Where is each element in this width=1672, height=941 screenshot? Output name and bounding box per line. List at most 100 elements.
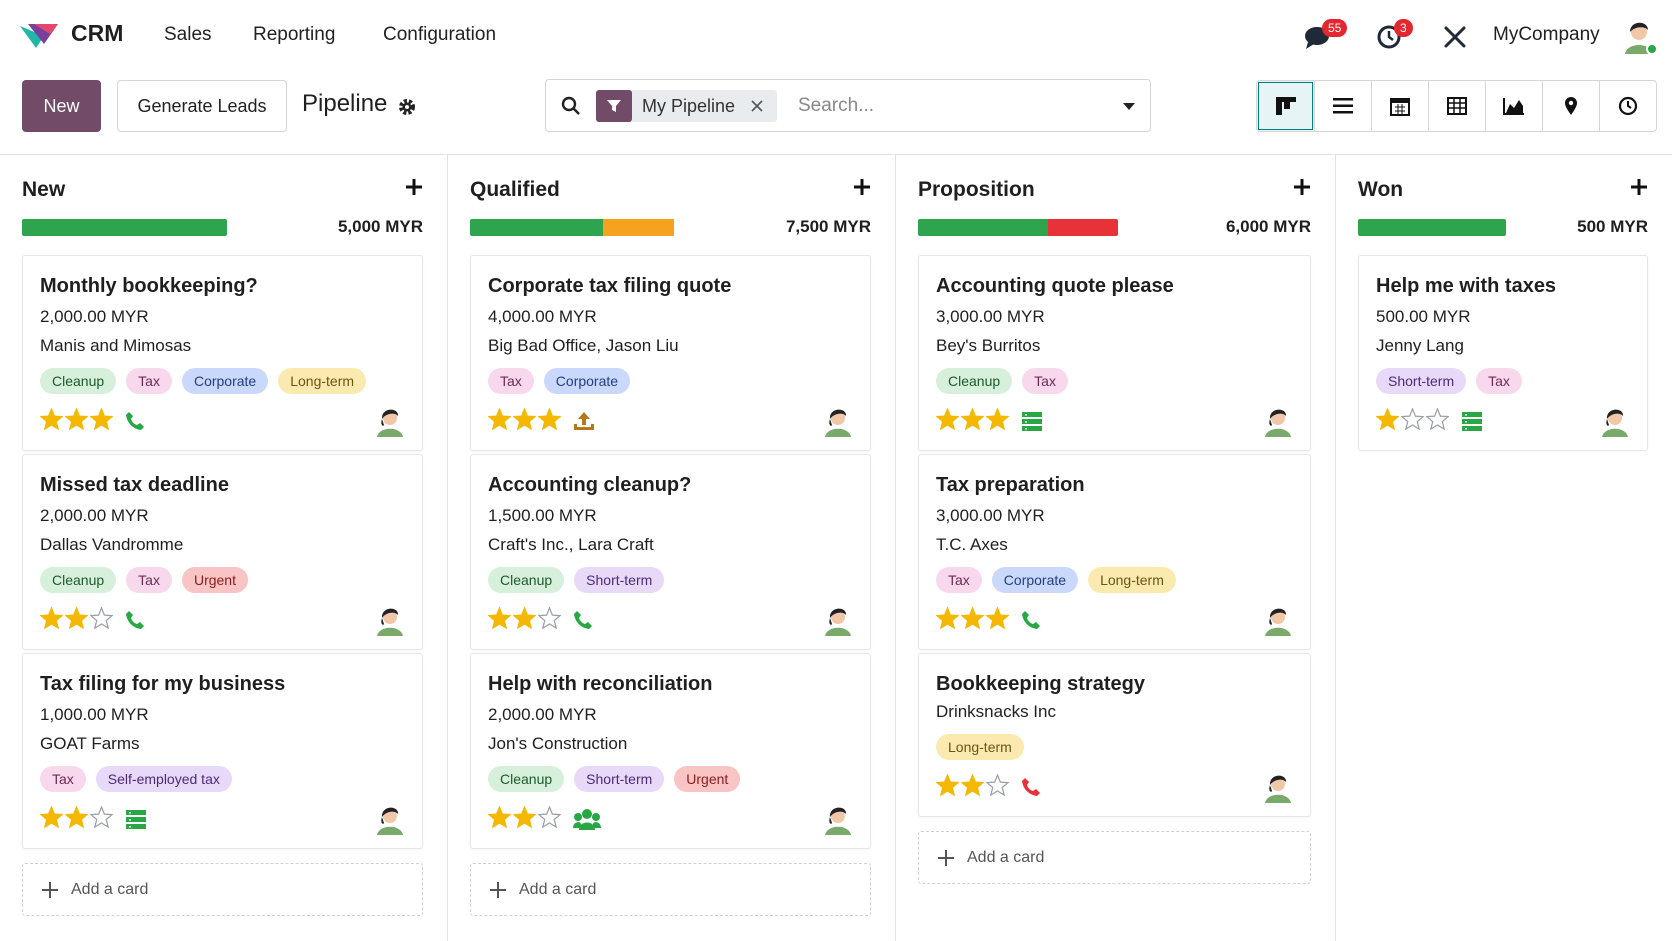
star[interactable]: [985, 772, 1010, 801]
activity-icon[interactable]: [573, 411, 595, 431]
star[interactable]: [64, 406, 89, 435]
menu-item[interactable]: Configuration: [383, 24, 497, 45]
priority-stars[interactable]: [39, 605, 114, 634]
kanban-card[interactable]: Monthly bookkeeping? 2,000.00 MYR Manis an…: [22, 255, 423, 451]
star[interactable]: [985, 605, 1010, 634]
progress-segment[interactable]: [22, 218, 227, 236]
tools-icon[interactable]: [1443, 25, 1467, 49]
app-name[interactable]: CRM: [71, 20, 124, 46]
star[interactable]: [1400, 406, 1425, 435]
star[interactable]: [537, 605, 562, 634]
priority-stars[interactable]: [487, 605, 562, 634]
progress-segment[interactable]: [1358, 218, 1506, 236]
menu-item[interactable]: Reporting: [253, 24, 336, 45]
quick-create[interactable]: [1293, 178, 1311, 202]
company-switcher[interactable]: MyCompany: [1493, 24, 1600, 45]
map-view[interactable]: [1542, 81, 1599, 131]
priority-stars[interactable]: [935, 605, 1010, 634]
activity-icon[interactable]: [125, 610, 145, 630]
priority-stars[interactable]: [1375, 406, 1450, 435]
list-view[interactable]: [1314, 81, 1371, 131]
filter-facet[interactable]: My Pipeline: [596, 90, 778, 122]
generate-leads-button[interactable]: Generate Leads: [117, 80, 287, 132]
activity-icon[interactable]: [1021, 777, 1041, 797]
star[interactable]: [935, 772, 960, 801]
kanban-view[interactable]: [1257, 81, 1314, 131]
kanban-card[interactable]: Accounting cleanup? 1,500.00 MYR Craft's I…: [470, 454, 871, 650]
progress-segment[interactable]: [918, 218, 1049, 236]
progress-bar[interactable]: [22, 218, 227, 236]
star[interactable]: [89, 605, 114, 634]
activity-icon[interactable]: [573, 610, 593, 630]
remove-filter[interactable]: [751, 100, 763, 112]
calendar-view[interactable]: [1371, 81, 1428, 131]
progress-segment[interactable]: [470, 218, 603, 236]
add-card[interactable]: Add a card: [470, 863, 871, 916]
star[interactable]: [537, 804, 562, 833]
activity-view[interactable]: [1599, 81, 1656, 131]
kanban-card[interactable]: Bookkeeping strategy Drinksnacks Inc Long-…: [918, 653, 1311, 817]
star[interactable]: [512, 804, 537, 833]
kanban-card[interactable]: Help with reconciliation 2,000.00 MYR Jon'…: [470, 653, 871, 849]
star[interactable]: [960, 772, 985, 801]
progress-bar[interactable]: [470, 218, 675, 236]
star[interactable]: [960, 605, 985, 634]
star[interactable]: [64, 605, 89, 634]
menu-item[interactable]: Sales: [164, 24, 212, 45]
star[interactable]: [487, 605, 512, 634]
pivot-view[interactable]: [1428, 81, 1485, 131]
star[interactable]: [537, 406, 562, 435]
activity-icon[interactable]: [1461, 411, 1483, 431]
star[interactable]: [39, 605, 64, 634]
activity-icon[interactable]: [1021, 411, 1043, 431]
priority-stars[interactable]: [487, 406, 562, 435]
activity-icon[interactable]: [1021, 610, 1041, 630]
search-dropdown[interactable]: [1122, 102, 1136, 111]
kanban-card[interactable]: Accounting quote please 3,000.00 MYR Bey's…: [918, 255, 1311, 451]
priority-stars[interactable]: [39, 804, 114, 833]
activities-icon[interactable]: [1376, 24, 1402, 50]
progress-segment[interactable]: [602, 218, 675, 236]
priority-stars[interactable]: [935, 406, 1010, 435]
priority-stars[interactable]: [39, 406, 114, 435]
new-button[interactable]: New: [22, 80, 101, 132]
star[interactable]: [89, 804, 114, 833]
activity-icon[interactable]: [125, 809, 147, 829]
star[interactable]: [960, 406, 985, 435]
kanban-card[interactable]: Help me with taxes 500.00 MYR Jenny Lang Sh…: [1358, 255, 1648, 451]
progress-bar[interactable]: [918, 218, 1119, 236]
search-bar[interactable]: My Pipeline Search...: [545, 79, 1151, 132]
progress-bar[interactable]: [1358, 218, 1506, 236]
kanban-card[interactable]: Corporate tax filing quote 4,000.00 MYR Bi…: [470, 255, 871, 451]
activity-icon[interactable]: [573, 808, 601, 830]
add-card[interactable]: Add a card: [22, 863, 423, 916]
user-avatar[interactable]: [1621, 18, 1657, 54]
star[interactable]: [935, 605, 960, 634]
star[interactable]: [487, 804, 512, 833]
priority-stars[interactable]: [935, 772, 1010, 801]
quick-create[interactable]: [1630, 178, 1648, 202]
kanban-card[interactable]: Tax preparation 3,000.00 MYR T.C. Axes Tax C…: [918, 454, 1311, 650]
star[interactable]: [1425, 406, 1450, 435]
add-card[interactable]: Add a card: [918, 831, 1311, 884]
star[interactable]: [487, 406, 512, 435]
kanban-card[interactable]: Missed tax deadline 2,000.00 MYR Dallas Va…: [22, 454, 423, 650]
star[interactable]: [64, 804, 89, 833]
star[interactable]: [935, 406, 960, 435]
star[interactable]: [512, 605, 537, 634]
star[interactable]: [985, 406, 1010, 435]
quick-create[interactable]: [853, 178, 871, 202]
graph-view[interactable]: [1485, 81, 1542, 131]
kanban-card[interactable]: Tax filing for my business 1,000.00 MYR GO…: [22, 653, 423, 849]
star[interactable]: [89, 406, 114, 435]
star[interactable]: [512, 406, 537, 435]
activity-icon[interactable]: [125, 411, 145, 431]
priority-stars[interactable]: [487, 804, 562, 833]
star[interactable]: [39, 804, 64, 833]
quick-create[interactable]: [405, 178, 423, 202]
progress-segment[interactable]: [1048, 218, 1119, 236]
settings-gear[interactable]: [398, 98, 416, 116]
star[interactable]: [1375, 406, 1400, 435]
star[interactable]: [39, 406, 64, 435]
app-logo[interactable]: [20, 22, 60, 50]
